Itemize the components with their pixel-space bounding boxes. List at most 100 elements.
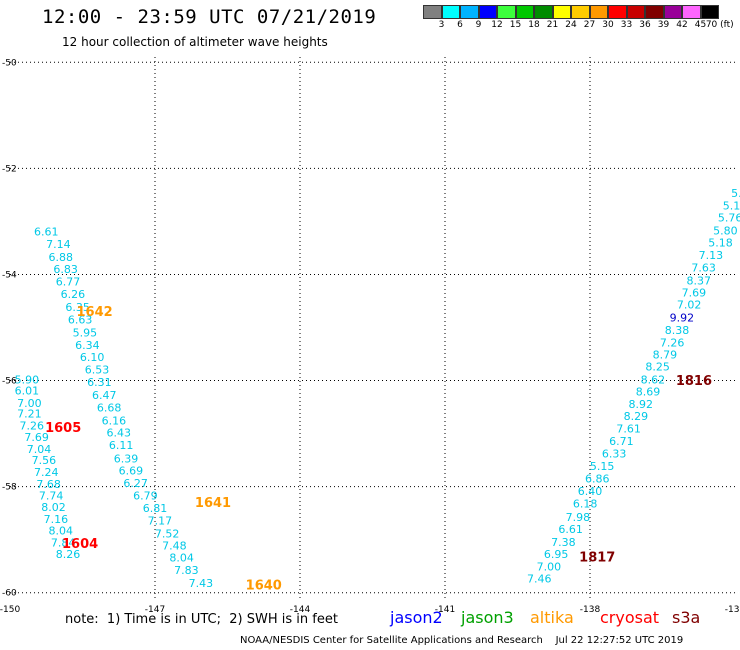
wave-height-point: 8.02 bbox=[41, 501, 66, 514]
colorbar-swatch bbox=[645, 5, 664, 19]
pass-time-label: 1641 bbox=[195, 496, 231, 511]
wave-height-point: 7.68 bbox=[36, 478, 61, 491]
colorbar-label: 21 bbox=[546, 20, 559, 30]
colorbar-swatch bbox=[663, 5, 682, 19]
colorbar-swatch bbox=[534, 5, 553, 19]
wave-height-point: 8.79 bbox=[653, 349, 678, 362]
wave-height-point: 8.38 bbox=[665, 324, 690, 337]
wave-height-point: 6.11 bbox=[109, 439, 134, 452]
y-tick-label: -56 bbox=[2, 377, 17, 387]
colorbar-swatch bbox=[608, 5, 627, 19]
wave-height-point: 7.38 bbox=[551, 536, 576, 549]
wave-height-point: 8.29 bbox=[624, 410, 649, 423]
wave-height-point: 7.52 bbox=[155, 527, 180, 540]
wave-height-point: 7.74 bbox=[39, 490, 64, 503]
pass-time-label: 1816 bbox=[676, 374, 712, 389]
colorbar-label: 39 bbox=[657, 20, 670, 30]
wave-height-point: 7.17 bbox=[148, 515, 173, 528]
wave-height-point: 5.80 bbox=[713, 224, 738, 237]
wave-height-point: 7.61 bbox=[616, 422, 641, 435]
y-tick-label: -50 bbox=[2, 58, 17, 68]
colorbar-swatch bbox=[423, 5, 442, 19]
wave-height-point: 7.83 bbox=[174, 564, 199, 577]
wave-height-point: 6.33 bbox=[602, 448, 627, 461]
wave-height-point: 7.14 bbox=[46, 238, 71, 251]
x-tick-label: -141 bbox=[435, 605, 455, 615]
colorbar-swatch bbox=[589, 5, 608, 19]
wave-height-point: 8.04 bbox=[169, 552, 194, 565]
wave-height-point: 7.63 bbox=[691, 262, 716, 275]
colorbar-swatch bbox=[552, 5, 571, 19]
wave-height-point: 7.02 bbox=[677, 299, 702, 312]
colorbar-label: 24 bbox=[565, 20, 577, 30]
wave-height-point: 7.43 bbox=[189, 577, 214, 590]
page-title: 12:00 - 23:59 UTC 07/21/2019 bbox=[42, 6, 377, 28]
wave-height-point: 5.7 bbox=[731, 187, 740, 200]
wave-height-point: 8.04 bbox=[49, 525, 74, 538]
pass-time-label: 1817 bbox=[579, 551, 615, 566]
pass-time-label: 1604 bbox=[62, 537, 98, 552]
wave-height-point: 6.18 bbox=[573, 498, 598, 511]
colorbar-label: 27 bbox=[583, 20, 596, 30]
wave-height-point: 7.16 bbox=[44, 513, 69, 526]
wave-height-point: 6.40 bbox=[578, 485, 603, 498]
y-tick-label: -52 bbox=[2, 164, 17, 174]
credit-line: NOAA/NESDIS Center for Satellite Applica… bbox=[240, 635, 684, 646]
wave-height-point: 6.83 bbox=[53, 263, 78, 276]
wave-height-point: 6.71 bbox=[609, 435, 634, 448]
wave-height-point: 5.15 bbox=[590, 460, 615, 473]
colorbar-swatch bbox=[460, 5, 479, 19]
wave-height-point: 6.27 bbox=[123, 477, 148, 490]
x-tick-label: -138 bbox=[580, 605, 601, 615]
y-tick-label: -54 bbox=[2, 270, 17, 280]
satellite-legend-item: jason2 bbox=[390, 608, 443, 627]
colorbar-swatch bbox=[682, 5, 701, 19]
wave-height-point: 7.98 bbox=[566, 511, 591, 524]
wave-height-point: 7.46 bbox=[527, 572, 552, 585]
wave-height-point: 5.10 bbox=[723, 200, 740, 213]
wave-height-point: 6.63 bbox=[68, 314, 93, 327]
y-tick-label: -60 bbox=[2, 589, 17, 599]
wave-height-point: 5.18 bbox=[708, 237, 733, 250]
wave-height-point: 7.69 bbox=[24, 431, 49, 444]
wave-height-point: 6.26 bbox=[61, 288, 86, 301]
colorbar-swatch bbox=[478, 5, 497, 19]
colorbar-label: 33 bbox=[620, 20, 633, 30]
wave-height-point: 7.84 bbox=[51, 536, 76, 549]
colorbar-swatch bbox=[626, 5, 645, 19]
colorbar-label: 15 bbox=[509, 20, 522, 30]
wave-height-point: 8.25 bbox=[645, 361, 670, 374]
wave-height-point: 6.61 bbox=[34, 225, 59, 238]
wave-height-point: 7.56 bbox=[32, 454, 57, 467]
wave-height-point: 6.39 bbox=[114, 453, 139, 466]
wave-height-point: 6.69 bbox=[119, 465, 144, 478]
wave-height-point: 7.48 bbox=[162, 539, 187, 552]
wave-height-point: 7.00 bbox=[537, 561, 562, 574]
x-tick-label: -144 bbox=[290, 605, 311, 615]
y-tick-label: -58 bbox=[2, 483, 17, 493]
colorbar-label: 30 bbox=[602, 20, 614, 30]
colorbar-swatch bbox=[441, 5, 460, 19]
wave-height-point: 7.00 bbox=[17, 397, 42, 410]
wave-height-point: 7.24 bbox=[34, 466, 59, 479]
wave-height-point: 7.21 bbox=[17, 407, 42, 420]
satellite-legend-item: cryosat bbox=[600, 608, 660, 627]
wave-height-point: 6.16 bbox=[102, 414, 127, 427]
wave-height-point: 5.90 bbox=[15, 373, 40, 386]
wave-height-point: 6.31 bbox=[87, 376, 112, 389]
wave-height-point: 6.10 bbox=[80, 351, 105, 364]
wave-height-point: 8.92 bbox=[629, 398, 654, 411]
pass-time-label: 1642 bbox=[76, 305, 112, 320]
wave-height-point: 6.88 bbox=[49, 251, 74, 264]
wave-height-point: 6.43 bbox=[107, 427, 132, 440]
wave-height-point: 6.81 bbox=[143, 502, 168, 515]
colorbar-swatch bbox=[700, 5, 719, 19]
colorbar-label: 18 bbox=[528, 20, 540, 30]
wave-height-point: 9.92 bbox=[670, 311, 695, 324]
x-tick-label: -150 bbox=[0, 605, 20, 615]
wave-height-point: 6.01 bbox=[15, 385, 40, 398]
wave-height-point: 5.95 bbox=[73, 326, 98, 339]
colorbar-swatch bbox=[515, 5, 534, 19]
wave-height-point: 8.62 bbox=[641, 373, 666, 386]
